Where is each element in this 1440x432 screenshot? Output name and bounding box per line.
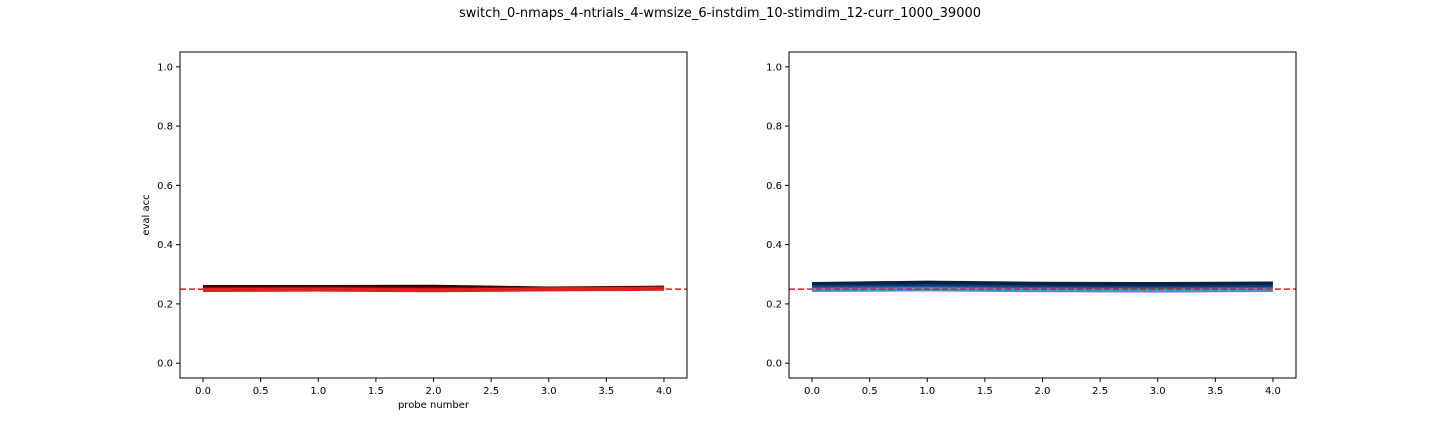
x-tick-label: 1.5 [977,386,993,397]
axes-frame [179,51,688,379]
y-tick-label: 0.4 [157,240,173,251]
x-tick-label: 4.0 [1265,386,1281,397]
y-tick-label: 0.6 [157,181,173,192]
x-tick-label: 3.5 [598,386,614,397]
y-tick-label: 0.6 [766,181,782,192]
x-tick-label: 2.5 [483,386,499,397]
x-tick-label: 3.0 [541,386,557,397]
x-tick-label: 1.0 [310,386,326,397]
axes-frame [788,51,1297,379]
x-tick-label: 0.0 [195,386,211,397]
y-tick-label: 0.0 [766,359,782,370]
x-tick-label: 0.0 [804,386,820,397]
x-tick-label: 0.5 [862,386,878,397]
x-tick-label: 1.0 [919,386,935,397]
series-line-1 [812,280,1273,287]
y-tick-label: 0.4 [766,240,782,251]
y-tick-label: 1.0 [157,62,173,73]
x-tick-label: 2.0 [1035,386,1051,397]
chart-panel-2: 0.0 0.5 1.0 1.5 2.0 2.5 3.0 3.5 4.0 0.0 0.2 0.4 0.6 0… [766,51,1297,397]
y-axis-label: eval acc [141,194,152,235]
y-tick-label: 1.0 [766,62,782,73]
x-tick-label: 0.5 [253,386,269,397]
y-tick-label: 0.8 [157,122,173,133]
x-tick-label: 4.0 [656,386,672,397]
x-tick-label: 3.5 [1207,386,1223,397]
y-tick-label: 0.0 [157,359,173,370]
x-axis-label: probe number [398,400,470,411]
y-tick-label: 0.2 [157,299,173,310]
y-tick-label: 0.2 [766,299,782,310]
figure-title: switch_0-nmaps_4-ntrials_4-wmsize_6-inst… [458,6,982,21]
x-tick-label: 1.5 [368,386,384,397]
x-tick-label: 2.5 [1092,386,1108,397]
x-tick-label: 3.0 [1150,386,1166,397]
x-tick-label: 2.0 [426,386,442,397]
y-tick-label: 0.8 [766,122,782,133]
chart-panel-1: 0.0 0.5 1.0 1.5 2.0 2.5 3.0 3.5 4.0 0.0 0.2 0.4 0.6 0… [141,51,688,411]
